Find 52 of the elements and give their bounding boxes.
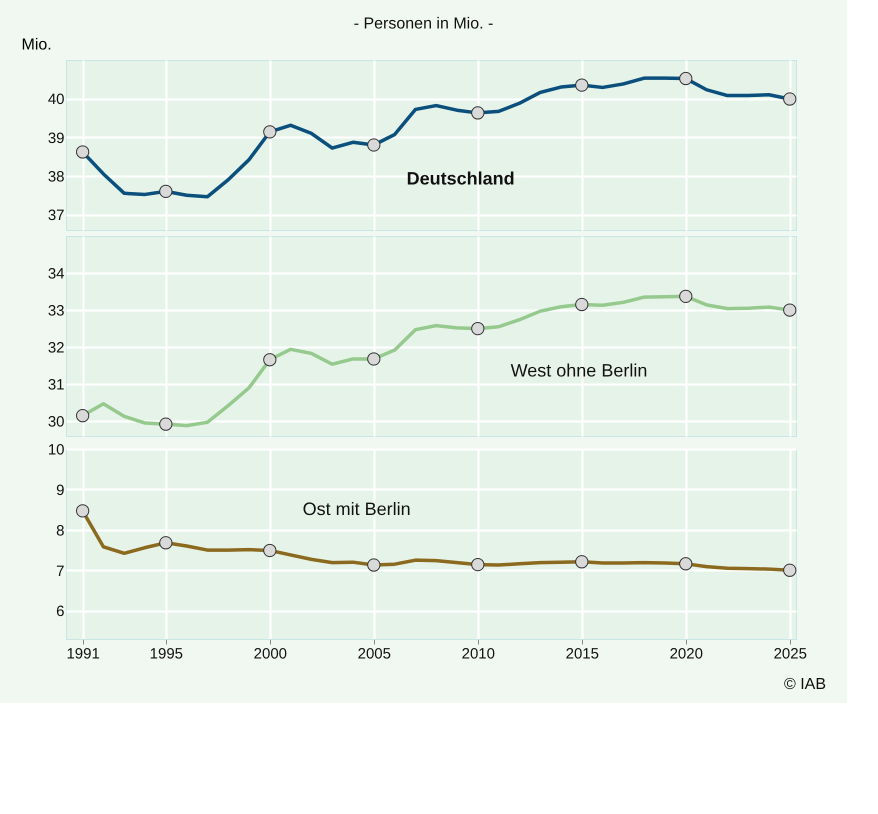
point	[783, 564, 796, 577]
point	[263, 125, 276, 138]
text: © IAB	[784, 676, 826, 693]
y-tick-label: 33	[48, 302, 64, 320]
point	[367, 138, 380, 152]
chart-title: - Personen in Mio. -	[354, 16, 494, 32]
y-tick-label: 9	[56, 482, 64, 499]
y-tick-label: 31	[48, 376, 64, 394]
x-tick-label: 2000	[254, 646, 288, 662]
point	[471, 322, 484, 336]
point	[367, 352, 380, 366]
point	[783, 303, 796, 317]
point	[575, 78, 588, 92]
point	[679, 557, 692, 570]
y-tick-label: 30	[48, 414, 64, 431]
annotation: Ost mit Berlin	[302, 498, 411, 519]
y-tick-label: 38	[48, 168, 64, 186]
point	[159, 536, 172, 550]
y-tick-label: 8	[56, 522, 64, 540]
point	[76, 504, 90, 518]
point	[159, 418, 172, 431]
y-tick-label: 34	[48, 266, 64, 283]
y-tick-label: 32	[48, 340, 64, 357]
point	[76, 145, 90, 159]
point	[471, 558, 484, 572]
x-tick-label: 2010	[462, 646, 495, 662]
y-axis-title: Mio.	[22, 36, 52, 54]
point	[783, 92, 796, 106]
point	[367, 558, 380, 572]
annotation: Deutschland	[406, 168, 515, 189]
point	[575, 555, 588, 568]
point	[263, 353, 276, 366]
y-tick-label: 39	[48, 130, 64, 147]
annotation: West ohne Berlin	[510, 360, 648, 381]
point	[263, 544, 276, 558]
y-tick-label: 37	[48, 207, 64, 224]
y-tick-label: 7	[56, 562, 64, 580]
x-tick-label: 2020	[670, 646, 703, 662]
x-tick-label: 1995	[150, 646, 184, 662]
x-tick-label: 1991	[66, 646, 100, 662]
point	[76, 409, 90, 422]
y-tick-label: 6	[56, 603, 64, 620]
point	[679, 72, 692, 86]
point	[679, 290, 692, 303]
x-tick-label: 2025	[774, 646, 807, 662]
y-tick-label: 40	[48, 91, 64, 108]
point	[471, 106, 484, 120]
x-tick-label: 2015	[566, 646, 599, 662]
point	[575, 298, 588, 312]
y-tick-label: 10	[48, 442, 64, 458]
x-tick-label: 2005	[358, 646, 391, 662]
point	[159, 184, 172, 198]
